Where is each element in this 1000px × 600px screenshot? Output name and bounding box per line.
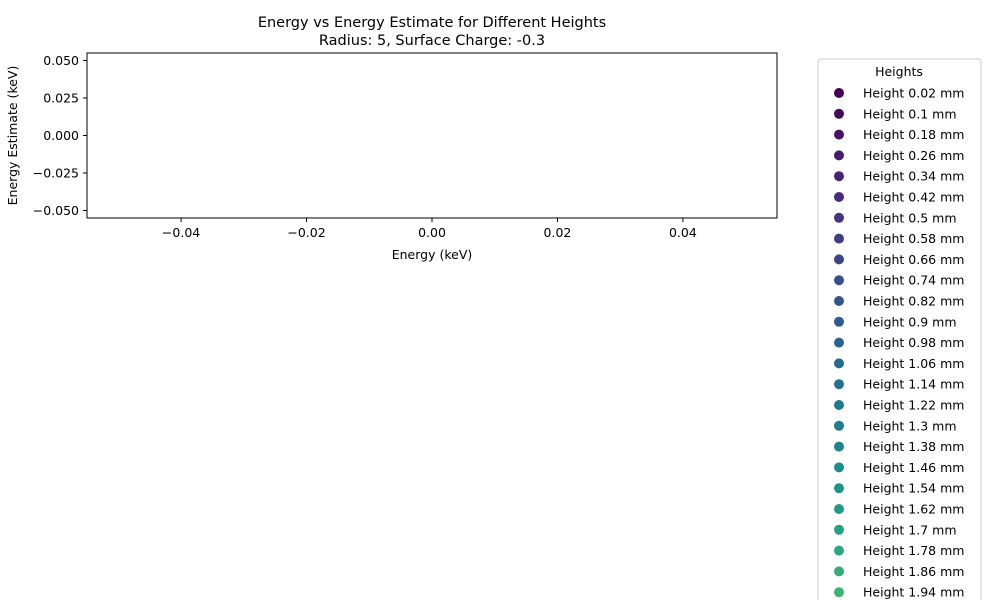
legend-marker [834, 296, 844, 306]
y-tick-label: −0.050 [33, 203, 79, 218]
legend-marker [834, 587, 844, 598]
x-tick-label: −0.02 [287, 225, 325, 240]
legend-label: Height 1.62 mm [863, 502, 964, 517]
x-axis-ticks: −0.04 −0.02 0.00 0.02 0.04 [162, 218, 697, 240]
legend-marker [834, 483, 844, 494]
legend-marker [834, 316, 844, 327]
legend-label: Height 1.7 mm [863, 522, 957, 537]
legend-label: Height 0.42 mm [863, 190, 964, 205]
legend-frame [817, 58, 982, 600]
x-tick-label: 0.04 [669, 225, 697, 240]
legend-label: Height 0.26 mm [863, 148, 964, 163]
legend-label: Height 0.66 mm [863, 252, 964, 267]
legend-marker [834, 192, 844, 202]
legend-label: Height 0.34 mm [863, 169, 964, 184]
legend-marker [834, 337, 844, 348]
x-axis-label: Energy (keV) [392, 247, 473, 262]
y-axis-ticks: 0.050 0.025 0.000 −0.025 −0.050 [33, 53, 87, 218]
legend-marker [834, 171, 844, 182]
legend-label: Height 1.14 mm [863, 377, 964, 392]
chart-title: Energy vs Energy Estimate for Different … [258, 15, 606, 31]
x-tick-label: 0.00 [418, 225, 446, 240]
legend-marker [834, 441, 844, 452]
legend-marker [834, 400, 844, 410]
legend-marker [834, 150, 844, 161]
legend-marker [834, 254, 844, 265]
legend-marker [834, 212, 844, 223]
y-tick-label: 0.000 [43, 128, 79, 143]
y-axis-label: Energy Estimate (keV) [5, 66, 20, 206]
legend-marker [834, 233, 844, 244]
legend-marker [834, 545, 844, 556]
legend-marker [834, 108, 844, 119]
legend-label: Height 1.46 mm [863, 460, 964, 475]
legend-marker [834, 566, 844, 577]
legend-marker [834, 462, 844, 473]
legend-marker [834, 504, 844, 514]
legend-marker [834, 420, 844, 431]
legend-marker [834, 129, 844, 140]
legend-label: Height 1.54 mm [863, 481, 964, 496]
legend-marker [834, 275, 844, 286]
y-tick-label: 0.050 [43, 53, 79, 68]
legend-label: Height 1.3 mm [863, 418, 957, 433]
x-tick-label: −0.04 [162, 225, 200, 240]
legend-label: Height 1.06 mm [863, 356, 964, 371]
legend-label: Height 0.02 mm [863, 86, 964, 101]
legend-label: Height 0.9 mm [863, 314, 957, 329]
legend-label: Height 0.98 mm [863, 335, 964, 350]
legend-label: Height 1.86 mm [863, 564, 964, 579]
legend-marker [834, 524, 844, 535]
x-tick-label: 0.02 [544, 225, 572, 240]
y-tick-label: 0.025 [43, 91, 79, 106]
legend-label: Height 0.58 mm [863, 231, 964, 246]
legend-label: Height 0.18 mm [863, 127, 964, 142]
plot-area [86, 52, 778, 219]
legend-label: Height 1.78 mm [863, 543, 964, 558]
legend-label: Height 1.22 mm [863, 398, 964, 413]
legend-label: Height 0.82 mm [863, 294, 964, 309]
legend-marker [834, 88, 844, 98]
legend-label: Height 1.94 mm [863, 585, 964, 600]
legend-label: Height 1.38 mm [863, 439, 964, 454]
legend-items: Height 0.02 mm Height 0.1 mm Height 0.18 m… [834, 86, 964, 600]
y-tick-label: −0.025 [33, 166, 79, 181]
legend-label: Height 0.5 mm [863, 210, 957, 225]
chart-subtitle: Radius: 5, Surface Charge: -0.3 [319, 33, 545, 49]
legend-label: Height 0.1 mm [863, 106, 957, 121]
legend-marker [834, 379, 844, 390]
legend-title: Heights [875, 64, 923, 79]
legend-label: Height 0.74 mm [863, 273, 964, 288]
legend-marker [834, 358, 844, 369]
